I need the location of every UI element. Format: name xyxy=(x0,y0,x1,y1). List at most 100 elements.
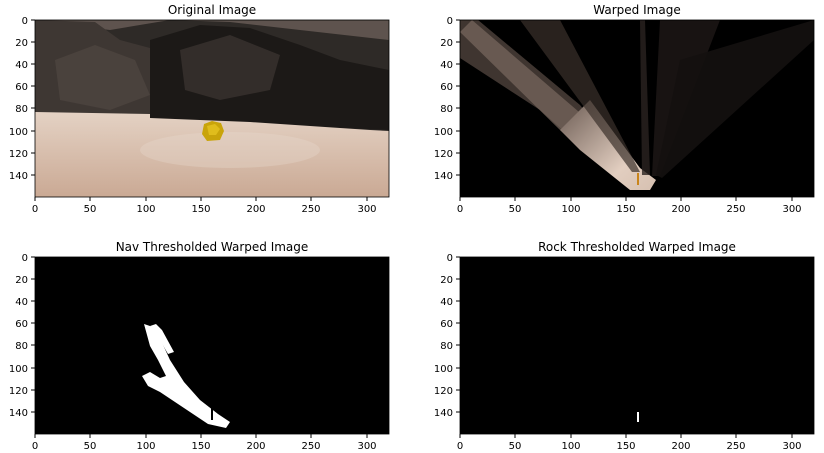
y-tick: 20 xyxy=(15,38,35,49)
y-axis: 0 20 40 60 80 100 120 140 xyxy=(9,253,35,419)
y-tick-label: 60 xyxy=(440,319,453,330)
x-tick: 150 xyxy=(616,197,636,215)
y-tick: 20 xyxy=(440,275,460,286)
y-tick-label: 120 xyxy=(434,149,453,160)
x-tick-label: 50 xyxy=(84,204,97,215)
x-axis: 0 50 100 150 200 250 300 xyxy=(457,197,802,215)
panel-nav-thresholded-image: Nav Thresholded Warped Image 0 50 100 15… xyxy=(9,240,390,452)
x-axis: 0 50 100 150 200 250 300 xyxy=(32,197,377,215)
y-tick-label: 20 xyxy=(15,38,28,49)
panel-rock-thresholded-image: Rock Thresholded Warped Image 0 50 100 1… xyxy=(434,240,815,452)
x-tick: 100 xyxy=(136,434,156,452)
x-tick: 200 xyxy=(246,434,266,452)
y-tick-label: 60 xyxy=(15,319,28,330)
x-tick: 200 xyxy=(671,197,691,215)
x-axis: 0 50 100 150 200 250 300 xyxy=(32,434,377,452)
nav-threshold-mask xyxy=(35,257,389,434)
y-axis: 0 20 40 60 80 100 120 140 xyxy=(434,253,460,419)
y-tick: 120 xyxy=(434,149,460,160)
y-tick: 140 xyxy=(434,408,460,419)
x-tick: 50 xyxy=(84,434,96,452)
y-tick-label: 40 xyxy=(15,60,28,71)
x-tick-label: 200 xyxy=(246,204,265,215)
y-tick-label: 0 xyxy=(22,253,28,264)
y-tick: 80 xyxy=(440,104,460,115)
x-tick: 100 xyxy=(561,434,581,452)
y-tick-label: 0 xyxy=(447,253,453,264)
x-tick-label: 300 xyxy=(782,441,801,452)
x-tick-label: 100 xyxy=(561,441,580,452)
y-tick-label: 80 xyxy=(440,104,453,115)
x-tick: 0 xyxy=(457,434,463,452)
x-tick-label: 250 xyxy=(726,441,745,452)
y-tick: 20 xyxy=(15,275,35,286)
y-axis: 0 20 40 60 80 100 120 140 xyxy=(434,16,460,182)
x-tick: 50 xyxy=(509,197,522,215)
y-tick: 140 xyxy=(434,171,460,182)
y-tick: 40 xyxy=(440,60,460,71)
x-tick: 50 xyxy=(509,434,522,452)
panel-title: Rock Thresholded Warped Image xyxy=(538,240,736,254)
y-tick-label: 100 xyxy=(434,127,453,138)
y-tick: 40 xyxy=(15,297,35,308)
x-tick-label: 250 xyxy=(301,204,320,215)
y-tick: 140 xyxy=(9,408,35,419)
y-tick: 80 xyxy=(15,104,35,115)
x-tick-label: 150 xyxy=(616,204,635,215)
y-tick: 100 xyxy=(9,364,35,375)
y-tick: 40 xyxy=(15,60,35,71)
x-tick-label: 100 xyxy=(561,204,580,215)
x-tick-label: 200 xyxy=(671,441,690,452)
x-tick: 0 xyxy=(32,434,38,452)
x-tick: 0 xyxy=(457,197,463,215)
warped-image xyxy=(460,20,814,197)
y-tick-label: 140 xyxy=(434,408,453,419)
x-tick-label: 0 xyxy=(457,204,463,215)
x-axis: 0 50 100 150 200 250 300 xyxy=(457,434,802,452)
panel-title: Warped Image xyxy=(593,3,680,17)
y-tick-label: 100 xyxy=(9,127,28,138)
x-tick-label: 300 xyxy=(782,204,801,215)
y-tick: 60 xyxy=(15,319,35,330)
y-tick-label: 60 xyxy=(440,82,453,93)
y-tick: 40 xyxy=(440,297,460,308)
x-tick-label: 50 xyxy=(509,441,522,452)
panel-warped-image: Warped Image 0 50 100 150 200 250 300 0 … xyxy=(434,3,815,215)
x-tick: 200 xyxy=(671,434,691,452)
y-tick-label: 140 xyxy=(9,171,28,182)
x-tick-label: 50 xyxy=(509,204,522,215)
y-tick: 0 xyxy=(22,16,35,27)
y-tick: 20 xyxy=(440,38,460,49)
y-tick: 0 xyxy=(22,253,35,264)
panel-original-image: Original Image 0 50 100 150 200 250 300 xyxy=(9,3,390,215)
x-tick: 300 xyxy=(357,197,377,215)
y-tick: 80 xyxy=(15,341,35,352)
x-tick: 250 xyxy=(726,434,746,452)
y-tick: 120 xyxy=(434,386,460,397)
y-tick-label: 80 xyxy=(15,104,28,115)
y-tick: 140 xyxy=(9,171,35,182)
x-tick: 250 xyxy=(726,197,746,215)
y-tick: 60 xyxy=(440,319,460,330)
x-tick-label: 200 xyxy=(671,204,690,215)
x-tick: 300 xyxy=(782,434,802,452)
y-tick: 0 xyxy=(447,16,460,27)
x-tick-label: 150 xyxy=(191,441,210,452)
x-tick: 0 xyxy=(32,197,38,215)
y-tick-label: 80 xyxy=(440,341,453,352)
y-tick-label: 40 xyxy=(15,297,28,308)
x-tick: 150 xyxy=(616,434,636,452)
y-axis: 0 20 40 60 80 100 120 140 xyxy=(9,16,35,182)
y-tick-label: 60 xyxy=(15,82,28,93)
y-tick: 80 xyxy=(440,341,460,352)
x-tick: 100 xyxy=(561,197,581,215)
y-tick: 0 xyxy=(447,253,460,264)
y-tick-label: 0 xyxy=(22,16,28,27)
y-tick-label: 80 xyxy=(15,341,28,352)
panel-title: Original Image xyxy=(168,3,256,17)
original-camera-image xyxy=(35,20,389,197)
x-tick-label: 300 xyxy=(357,441,376,452)
y-tick: 100 xyxy=(9,127,35,138)
panel-title: Nav Thresholded Warped Image xyxy=(116,240,309,254)
